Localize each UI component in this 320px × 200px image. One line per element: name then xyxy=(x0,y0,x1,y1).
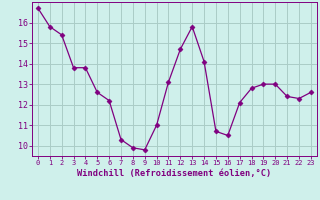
X-axis label: Windchill (Refroidissement éolien,°C): Windchill (Refroidissement éolien,°C) xyxy=(77,169,272,178)
